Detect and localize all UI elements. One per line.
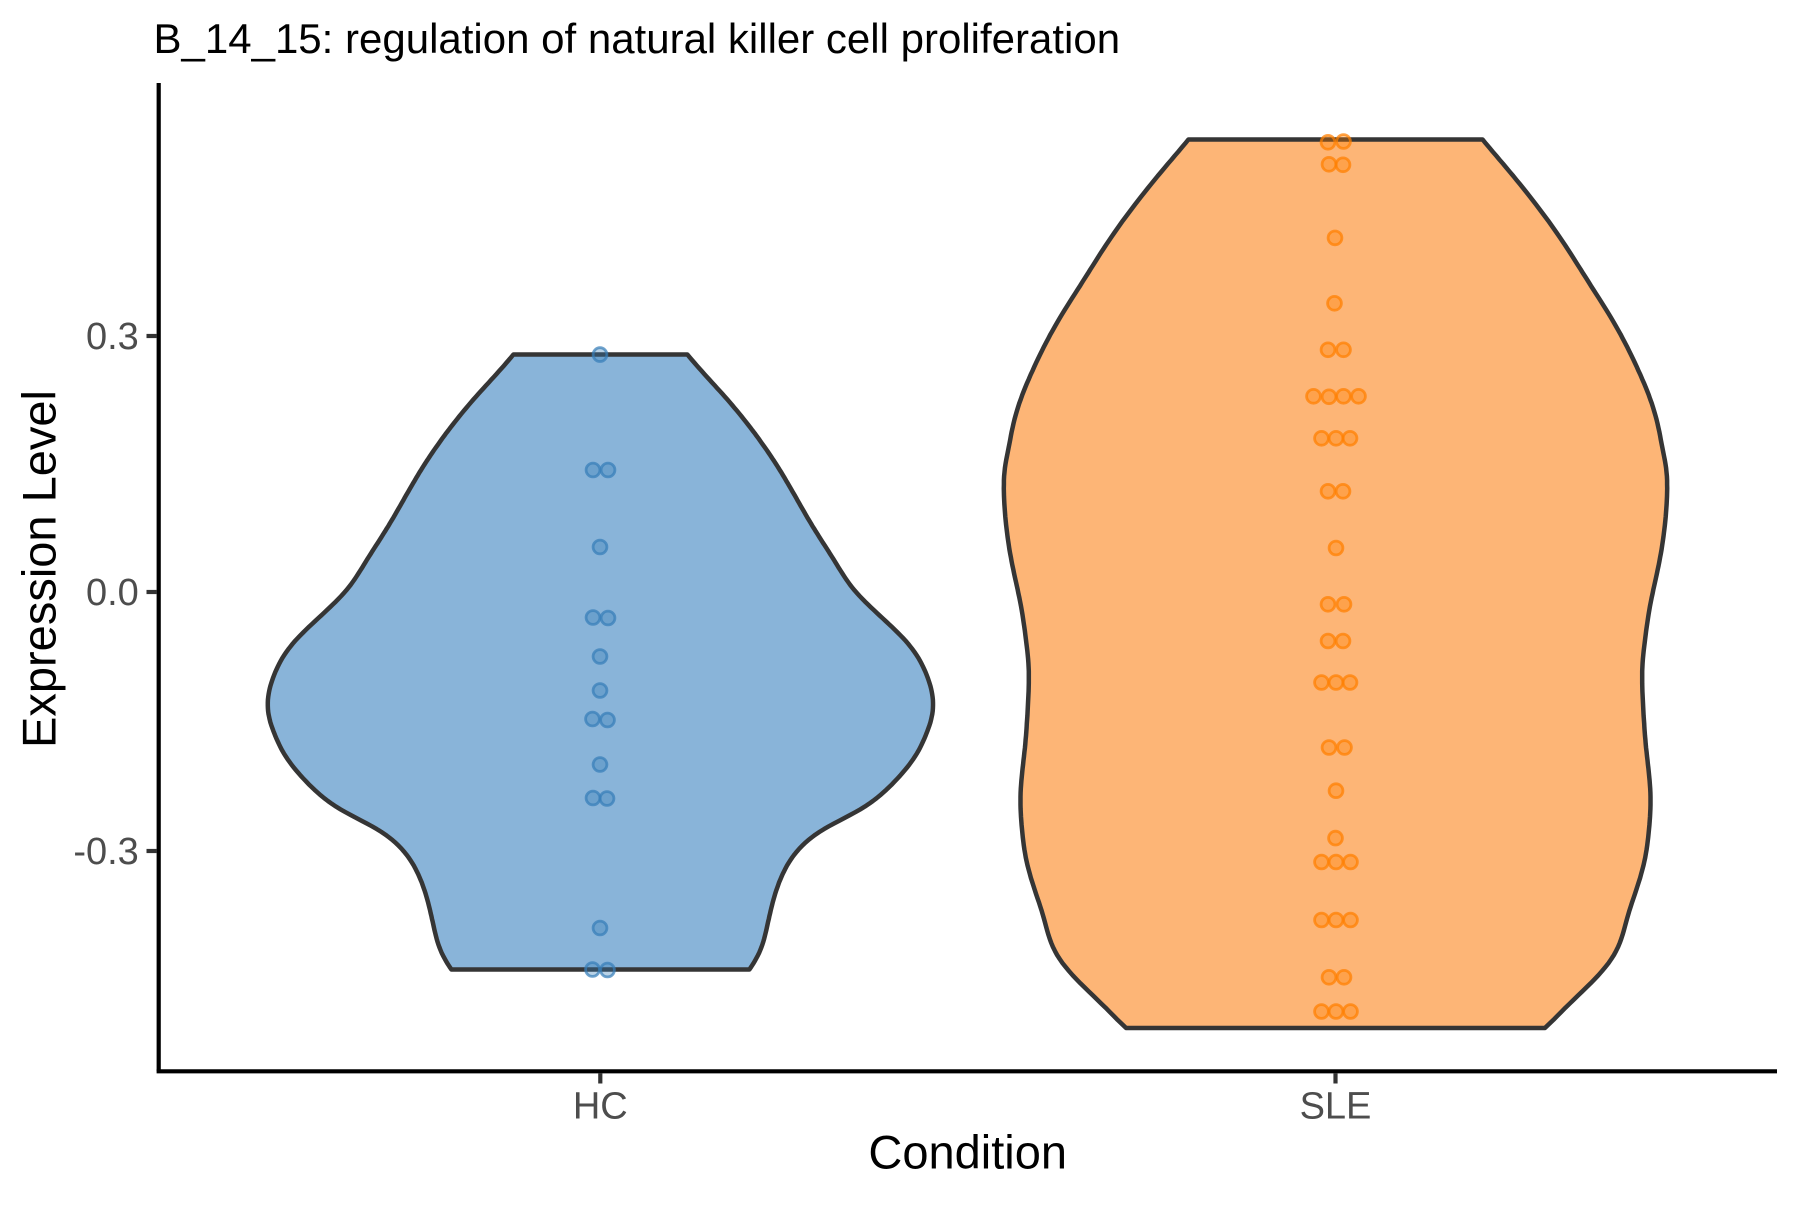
svg-text:B_14_15: regulation of natural: B_14_15: regulation of natural killer ce…: [154, 15, 1121, 62]
svg-text:Expression Level: Expression Level: [13, 390, 66, 748]
svg-text:-0.3: -0.3: [73, 831, 138, 873]
svg-text:0.3: 0.3: [86, 316, 139, 358]
svg-text:Condition: Condition: [868, 1126, 1067, 1179]
svg-text:HC: HC: [573, 1086, 628, 1128]
svg-text:0.0: 0.0: [86, 572, 139, 614]
svg-text:SLE: SLE: [1300, 1086, 1372, 1128]
